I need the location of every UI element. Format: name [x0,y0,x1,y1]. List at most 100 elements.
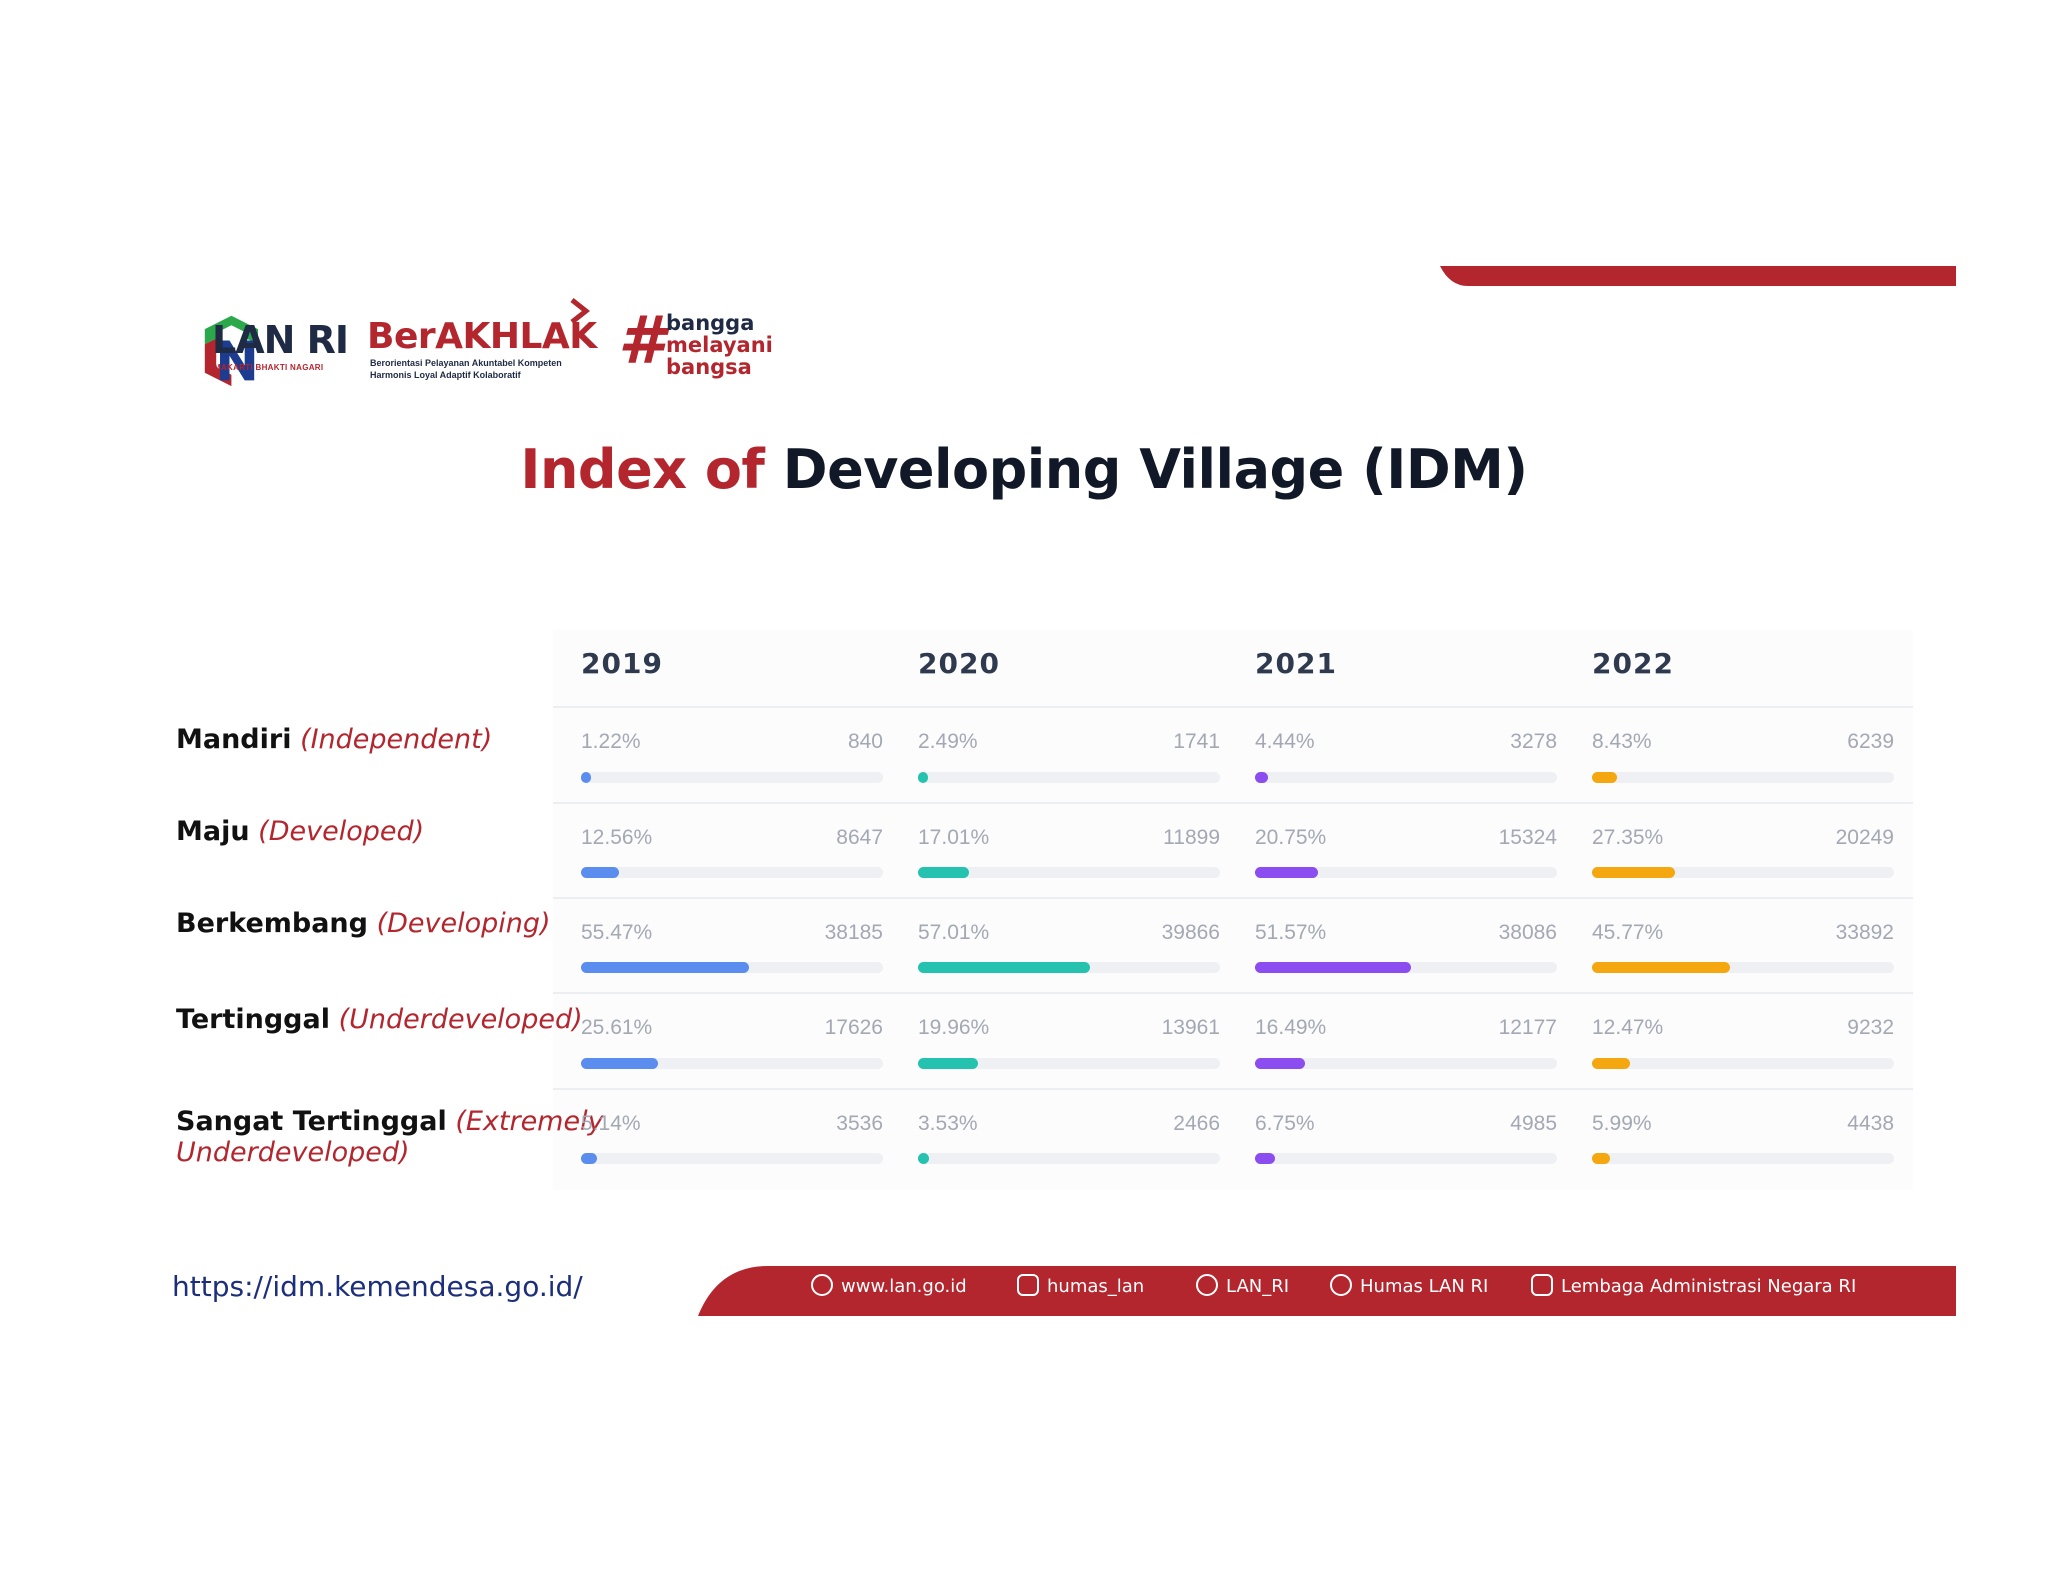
instagram-icon [1017,1274,1039,1296]
row-divider [553,992,1913,994]
progress-fill [1592,1058,1630,1069]
progress-track [1592,1058,1894,1069]
row-label-en: (Extremely [455,1106,604,1137]
cell-count: 1741 [1173,730,1220,753]
cell-percent: 51.57% [1255,921,1327,944]
youtube-icon [1531,1274,1553,1296]
progress-track [1255,772,1557,783]
progress-fill [581,867,619,878]
row-label-id: Tertinggal [176,1004,330,1035]
cell-percent: 17.01% [918,826,990,849]
cell-percent: 6.75% [1255,1112,1315,1135]
row-label-berkembang: Berkembang (Developing) [176,908,551,939]
cell-count: 39866 [1161,921,1220,944]
row-label-en: (Underdeveloped) [338,1004,583,1035]
footer-website[interactable]: www.lan.go.id [811,1274,967,1298]
progress-track [918,867,1220,878]
facebook-icon [1330,1274,1352,1296]
progress-track [918,962,1220,973]
cell-count: 840 [847,730,883,753]
row-divider [553,897,1913,899]
cell-count: 3536 [836,1112,883,1135]
footer-label: www.lan.go.id [841,1276,967,1297]
row-divider [553,1088,1913,1090]
cell-percent: 27.35% [1592,826,1664,849]
berakhlak-values-line2: Harmonis Loyal Adaptif Kolaboratif [370,370,521,380]
progress-fill [581,772,591,783]
source-link[interactable]: https://idm.kemendesa.go.id/ [172,1270,583,1303]
row-label-en: (Independent) [300,724,493,755]
progress-fill [1255,1058,1305,1069]
cell-count: 6239 [1847,730,1894,753]
berakhlak-values-line1: Berorientasi Pelayanan Akuntabel Kompete… [370,358,562,368]
column-header-2022: 2022 [1592,647,1674,680]
row-divider [553,802,1913,804]
progress-fill [918,1153,929,1164]
cell-count: 4985 [1510,1112,1557,1135]
progress-track [1592,867,1894,878]
cell-percent: 16.49% [1255,1016,1327,1039]
progress-track [918,1153,1220,1164]
cell-percent: 12.56% [581,826,653,849]
progress-track [1255,867,1557,878]
progress-track [1592,1153,1894,1164]
cell-percent: 55.47% [581,921,653,944]
row-label-id: Sangat Tertinggal [176,1106,447,1137]
progress-track [581,1058,883,1069]
progress-fill [1592,962,1731,973]
footer-label: LAN_RI [1226,1276,1290,1297]
cell-count: 3278 [1510,730,1557,753]
cell-count: 33892 [1835,921,1894,944]
cell-percent: 1.22% [581,730,641,753]
progress-track [581,1153,883,1164]
progress-track [918,1058,1220,1069]
lan-ri-wordmark: LAN RI [212,318,349,362]
cell-count: 8647 [836,826,883,849]
progress-track [1255,1153,1557,1164]
header-divider [553,706,1913,708]
progress-fill [1592,867,1675,878]
berakhlak-wordmark: BerAKHLAK [367,316,597,357]
cell-count: 20249 [1835,826,1894,849]
cell-percent: 5.99% [1592,1112,1652,1135]
progress-track [1255,962,1557,973]
column-header-2021: 2021 [1255,647,1337,680]
footer-band [698,1266,1956,1316]
cell-percent: 57.01% [918,921,990,944]
progress-track [581,962,883,973]
cell-percent: 3.53% [918,1112,978,1135]
row-label-id: Mandiri [176,724,292,755]
page-title: Index of Developing Village (IDM) [0,438,2048,501]
lan-ri-logo-icon [204,315,258,387]
column-header-2019: 2019 [581,647,663,680]
globe-icon [811,1274,833,1296]
row-label-en-line2: Underdeveloped) [176,1137,410,1168]
footer-youtube[interactable]: Lembaga Administrasi Negara RI [1531,1274,1856,1298]
footer-instagram[interactable]: humas_lan [1017,1274,1144,1298]
hashtag-symbol: # [618,302,664,379]
hashtag-word: melayani [666,333,773,357]
twitter-icon [1196,1274,1218,1296]
progress-fill [918,867,970,878]
progress-fill [918,772,928,783]
lan-ri-tagline: MAKARTI BHAKTI NAGARI [214,363,324,372]
progress-track [1592,962,1894,973]
progress-track [1592,772,1894,783]
progress-fill [1255,867,1318,878]
hashtag-word: bangsa [666,355,752,379]
row-label-en: (Developing) [376,908,551,939]
cell-percent: 5.14% [581,1112,641,1135]
progress-fill [1592,772,1618,783]
cell-count: 13961 [1161,1016,1220,1039]
cell-percent: 8.43% [1592,730,1652,753]
footer-twitter[interactable]: LAN_RI [1196,1274,1290,1298]
cell-count: 38086 [1498,921,1557,944]
footer-facebook[interactable]: Humas LAN RI [1330,1274,1488,1298]
chevron-right-icon [570,298,590,324]
cell-percent: 4.44% [1255,730,1315,753]
idm-table [553,630,1913,1190]
progress-fill [581,962,749,973]
progress-track [918,772,1220,783]
cell-count: 15324 [1498,826,1557,849]
top-red-stripe [1440,266,1956,286]
